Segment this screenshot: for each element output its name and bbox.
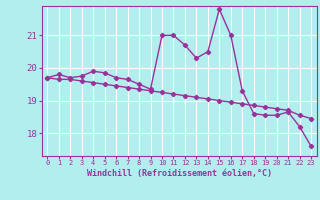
- X-axis label: Windchill (Refroidissement éolien,°C): Windchill (Refroidissement éolien,°C): [87, 169, 272, 178]
